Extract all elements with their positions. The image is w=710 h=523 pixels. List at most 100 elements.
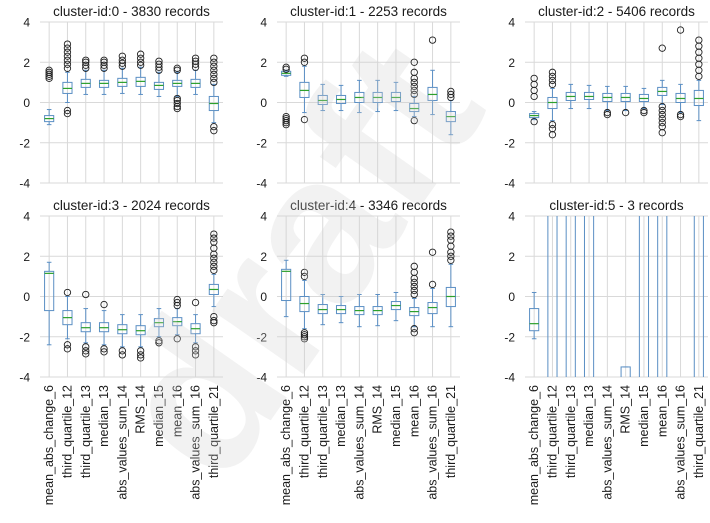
outlier-point [428, 36, 437, 44]
outlier-point [82, 290, 90, 299]
outlier-point [676, 112, 685, 121]
outlier-point [428, 280, 437, 289]
chart-panel-4: cluster-id:4 - 3346 records 4 2 0 -2 -4 mean_a… [256, 198, 460, 505]
y-tick-label: 2 [260, 250, 267, 264]
chart-panel-3: cluster-id:3 - 2024 records 4 2 0 -2 -4 mean_a… [19, 198, 223, 505]
outlier-point [63, 48, 72, 56]
y-tick-label: 0 [23, 96, 30, 110]
box-7 [172, 295, 183, 343]
box-9 [445, 87, 456, 136]
y-tick-label: -2 [256, 136, 267, 150]
outlier-point [410, 329, 418, 337]
outlier-point [173, 64, 181, 72]
y-tick-label: -2 [19, 136, 30, 150]
x-tick-label: RMS_14 [134, 385, 148, 434]
box-body [529, 308, 540, 332]
outlier-point [210, 74, 218, 83]
outlier-point [63, 341, 72, 349]
y-tick-label: 4 [508, 16, 515, 30]
x-tick-label: abs_values_sum_16 [189, 385, 203, 500]
outlier-point [658, 110, 666, 119]
x-tick-label: third_quartile_21 [692, 385, 706, 478]
outlier-point [447, 232, 455, 240]
outlier-point [410, 286, 418, 295]
chart-panel-5: cluster-id:5 - 3 records 4 2 0 -2 -4 mean_abs_… [504, 198, 708, 505]
box-2 [317, 83, 328, 112]
box-5 [372, 79, 383, 113]
box-1 [299, 268, 310, 343]
outlier-point [210, 238, 218, 246]
outlier-point [530, 117, 538, 126]
box-4 [117, 314, 128, 359]
outlier-point [658, 106, 666, 115]
outlier-point [155, 60, 163, 68]
outlier-point [210, 316, 218, 325]
box-0 [281, 259, 292, 318]
outlier-point [173, 94, 181, 103]
box-3 [583, 216, 595, 377]
box-0 [281, 63, 292, 129]
outlier-point [695, 36, 703, 44]
box-2 [317, 293, 328, 326]
outlier-point [100, 58, 108, 66]
box-6 [638, 87, 650, 117]
outlier-point [300, 331, 309, 339]
box-body [44, 270, 55, 312]
outlier-point [300, 58, 309, 66]
outlier-point [63, 40, 72, 48]
y-tick-label: 0 [508, 96, 515, 110]
outlier-point [410, 116, 418, 125]
y-tick-label: 4 [260, 16, 267, 30]
outlier-point [410, 262, 418, 270]
outlier-point [82, 350, 90, 358]
outlier-point [63, 345, 72, 353]
box-8 [190, 298, 201, 359]
outlier-point [82, 343, 90, 351]
outlier-point [82, 347, 90, 355]
box-5 [372, 293, 383, 327]
outlier-point [210, 62, 218, 70]
y-tick-label: -2 [19, 330, 30, 344]
outlier-point [447, 256, 455, 264]
y-tick-label: 4 [23, 16, 30, 30]
box-7 [409, 262, 420, 337]
outlier-point [447, 87, 455, 96]
y-tick-label: 4 [260, 210, 267, 224]
outlier-point [118, 347, 127, 355]
outlier-point [82, 56, 90, 64]
x-tick-label: median_13 [334, 385, 348, 447]
x-tick-label: RMS_14 [371, 385, 385, 434]
outlier-point [548, 76, 557, 85]
outlier-point [282, 118, 290, 127]
outlier-point [447, 228, 455, 236]
box-4 [602, 85, 613, 119]
box-4 [117, 52, 128, 94]
outlier-point [118, 56, 127, 64]
box-group [44, 230, 219, 362]
y-tick-label: -2 [504, 330, 515, 344]
box-9 [208, 230, 219, 327]
x-tick-label: mean_abs_change_6 [527, 385, 541, 505]
box-body [409, 103, 420, 113]
outlier-point [210, 319, 218, 327]
outlier-point [658, 114, 666, 123]
box-9 [693, 36, 704, 122]
box-1 [62, 288, 73, 353]
box-body [565, 216, 576, 377]
x-tick-label: abs_values_sum_14 [352, 385, 366, 500]
outlier-point [155, 339, 163, 347]
outlier-point [210, 262, 218, 270]
outlier-point [548, 68, 557, 76]
box-5 [135, 314, 146, 362]
outlier-point [63, 106, 72, 115]
outlier-point [428, 248, 437, 256]
box-0 [44, 261, 55, 346]
y-tick-label: -2 [504, 136, 515, 150]
outlier-point [603, 108, 611, 117]
outlier-point [410, 290, 418, 299]
y-tick-label: -2 [256, 330, 267, 344]
outlier-point [210, 127, 218, 135]
outlier-point [300, 272, 309, 281]
box-body [281, 268, 292, 302]
outlier-point [658, 102, 666, 111]
